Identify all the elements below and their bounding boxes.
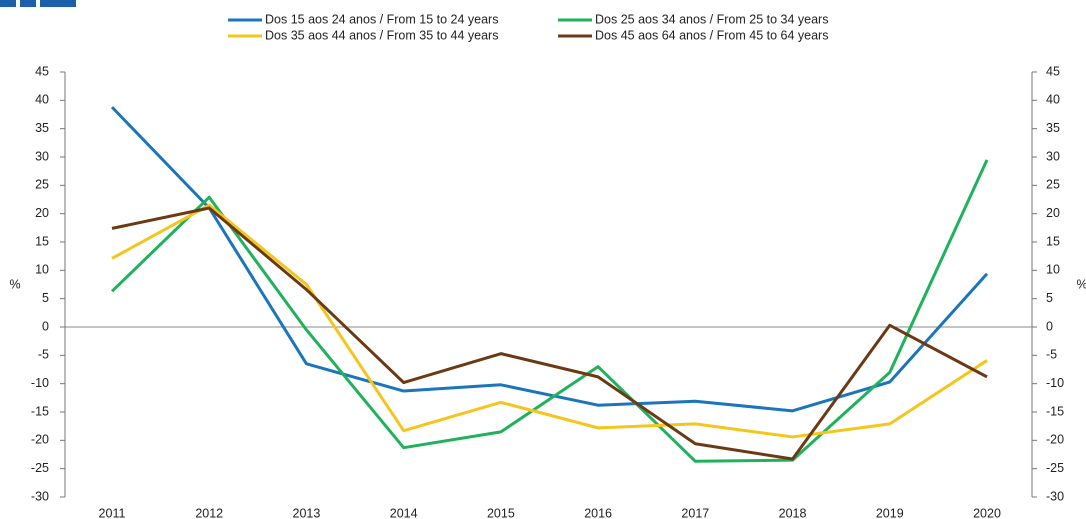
x-tick-label: 2017 [681, 506, 709, 519]
series-line [111, 203, 988, 439]
y2-tick-label: 35 [1046, 121, 1060, 135]
x-tick-label: 2016 [584, 506, 612, 519]
y2-tick-label: -25 [1046, 461, 1064, 475]
y2-tick-label: 25 [1046, 178, 1060, 192]
x-tick-label: 2013 [293, 506, 321, 519]
y-tick-label: 45 [35, 64, 49, 78]
y2-tick-label: 15 [1046, 234, 1060, 248]
y2-tick-label: -20 [1046, 433, 1064, 447]
x-tick-label: 2015 [487, 506, 515, 519]
y2-tick-label: -5 [1046, 348, 1057, 362]
legend-label: Dos 35 aos 44 anos / From 35 to 44 years [265, 28, 498, 42]
x-tick-label: 2019 [876, 506, 904, 519]
y-tick-label: -15 [31, 404, 49, 418]
y2-tick-label: -15 [1046, 404, 1064, 418]
y-tick-label: 10 [35, 263, 49, 277]
y2-tick-label: 20 [1046, 206, 1060, 220]
y2-tick-label: 45 [1046, 64, 1060, 78]
y2-tick-label: -30 [1046, 489, 1064, 503]
y-tick-label: 20 [35, 206, 49, 220]
legend-label: Dos 45 aos 64 anos / From 45 to 64 years [595, 28, 828, 42]
y-tick-label: 5 [42, 291, 49, 305]
y-tick-label: 15 [35, 234, 49, 248]
y-tick-label: -10 [31, 376, 49, 390]
y-tick-label: -20 [31, 433, 49, 447]
x-tick-label: 2014 [390, 506, 418, 519]
x-tick-label: 2011 [99, 506, 126, 519]
series-line [111, 206, 988, 461]
legend-label: Dos 15 aos 24 anos / From 15 to 24 years [265, 12, 498, 26]
y-tick-label: -5 [38, 348, 49, 362]
y-axis-label: % [9, 277, 20, 291]
x-tick-label: 2020 [973, 506, 1001, 519]
y-tick-label: 30 [35, 149, 49, 163]
x-tick-label: 2018 [779, 506, 807, 519]
y-tick-label: 40 [35, 93, 49, 107]
y-tick-label: 0 [42, 319, 49, 333]
logo [20, 0, 36, 7]
series-line [110, 106, 989, 413]
y2-axis-label: % [1076, 277, 1086, 291]
y2-tick-label: 40 [1046, 93, 1060, 107]
y2-tick-label: -10 [1046, 376, 1064, 390]
y-tick-label: 35 [35, 121, 49, 135]
y2-tick-label: 0 [1046, 319, 1053, 333]
logo [0, 0, 16, 7]
y-tick-label: 25 [35, 178, 49, 192]
logo [40, 0, 76, 7]
x-tick-label: 2012 [195, 506, 223, 519]
legend-label: Dos 25 aos 34 anos / From 25 to 34 years [595, 12, 828, 26]
y2-tick-label: 10 [1046, 263, 1060, 277]
y2-tick-label: 30 [1046, 149, 1060, 163]
series-line [110, 159, 989, 463]
y-tick-label: -25 [31, 461, 49, 475]
y2-tick-label: 5 [1046, 291, 1053, 305]
y-tick-label: -30 [31, 489, 49, 503]
